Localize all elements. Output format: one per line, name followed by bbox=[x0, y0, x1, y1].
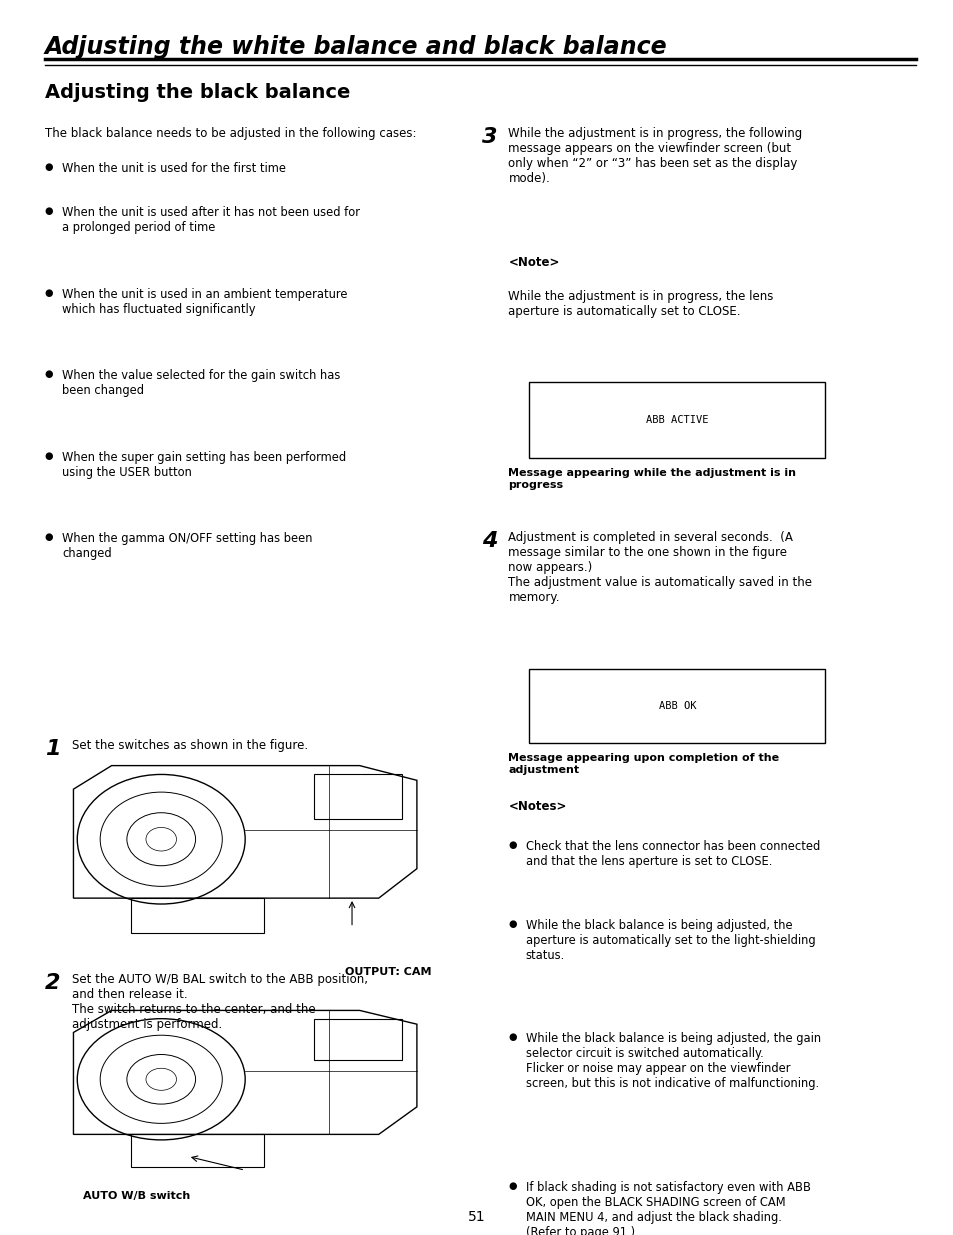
FancyBboxPatch shape bbox=[529, 669, 824, 743]
Text: Set the AUTO W/B BAL switch to the ABB position,
and then release it.
The switch: Set the AUTO W/B BAL switch to the ABB p… bbox=[71, 973, 367, 1031]
Text: <Notes>: <Notes> bbox=[508, 800, 566, 814]
Text: ●: ● bbox=[45, 162, 53, 172]
Text: Message appearing while the adjustment is in
progress: Message appearing while the adjustment i… bbox=[508, 468, 796, 489]
Text: ●: ● bbox=[508, 840, 517, 850]
Text: When the unit is used for the first time: When the unit is used for the first time bbox=[62, 162, 286, 175]
Text: ●: ● bbox=[45, 532, 53, 542]
Text: While the black balance is being adjusted, the
aperture is automatically set to : While the black balance is being adjuste… bbox=[525, 919, 815, 962]
Text: Check that the lens connector has been connected
and that the lens aperture is s: Check that the lens connector has been c… bbox=[525, 840, 819, 868]
Text: When the value selected for the gain switch has
been changed: When the value selected for the gain swi… bbox=[62, 369, 340, 398]
Text: Set the switches as shown in the figure.: Set the switches as shown in the figure. bbox=[71, 739, 308, 752]
Text: ●: ● bbox=[45, 369, 53, 379]
Text: When the gamma ON/OFF setting has been
changed: When the gamma ON/OFF setting has been c… bbox=[62, 532, 313, 561]
Text: 3: 3 bbox=[481, 127, 497, 147]
Text: 4: 4 bbox=[481, 531, 497, 551]
Text: While the black balance is being adjusted, the gain
selector circuit is switched: While the black balance is being adjuste… bbox=[525, 1032, 820, 1091]
Text: ●: ● bbox=[508, 919, 517, 929]
Text: When the unit is used after it has not been used for
a prolonged period of time: When the unit is used after it has not b… bbox=[62, 206, 359, 235]
Text: When the super gain setting has been performed
using the USER button: When the super gain setting has been per… bbox=[62, 451, 346, 479]
Text: ●: ● bbox=[508, 1032, 517, 1042]
Text: 2: 2 bbox=[45, 973, 60, 993]
Text: ●: ● bbox=[45, 451, 53, 461]
Text: Adjusting the white balance and black balance: Adjusting the white balance and black ba… bbox=[45, 35, 667, 58]
Text: While the adjustment is in progress, the lens
aperture is automatically set to C: While the adjustment is in progress, the… bbox=[508, 290, 773, 319]
Text: OUTPUT: CAM: OUTPUT: CAM bbox=[344, 967, 431, 977]
Text: When the unit is used in an ambient temperature
which has fluctuated significant: When the unit is used in an ambient temp… bbox=[62, 288, 347, 316]
Text: Adjustment is completed in several seconds.  (A
message similar to the one shown: Adjustment is completed in several secon… bbox=[508, 531, 812, 604]
Text: While the adjustment is in progress, the following
message appears on the viewfi: While the adjustment is in progress, the… bbox=[508, 127, 801, 185]
Text: The black balance needs to be adjusted in the following cases:: The black balance needs to be adjusted i… bbox=[45, 127, 416, 141]
Text: ●: ● bbox=[508, 1181, 517, 1191]
Text: If black shading is not satisfactory even with ABB
OK, open the BLACK SHADING sc: If black shading is not satisfactory eve… bbox=[525, 1181, 810, 1235]
Text: ABB ACTIVE: ABB ACTIVE bbox=[645, 415, 708, 425]
Text: ●: ● bbox=[45, 288, 53, 298]
Text: Adjusting the black balance: Adjusting the black balance bbox=[45, 83, 350, 101]
Text: 51: 51 bbox=[468, 1210, 485, 1224]
Text: AUTO W/B switch: AUTO W/B switch bbox=[83, 1191, 190, 1200]
Text: ABB OK: ABB OK bbox=[658, 701, 696, 711]
FancyBboxPatch shape bbox=[529, 382, 824, 458]
Text: ●: ● bbox=[45, 206, 53, 216]
Text: Message appearing upon completion of the
adjustment: Message appearing upon completion of the… bbox=[508, 753, 779, 774]
Text: <Note>: <Note> bbox=[508, 256, 559, 269]
Text: 1: 1 bbox=[45, 739, 60, 758]
